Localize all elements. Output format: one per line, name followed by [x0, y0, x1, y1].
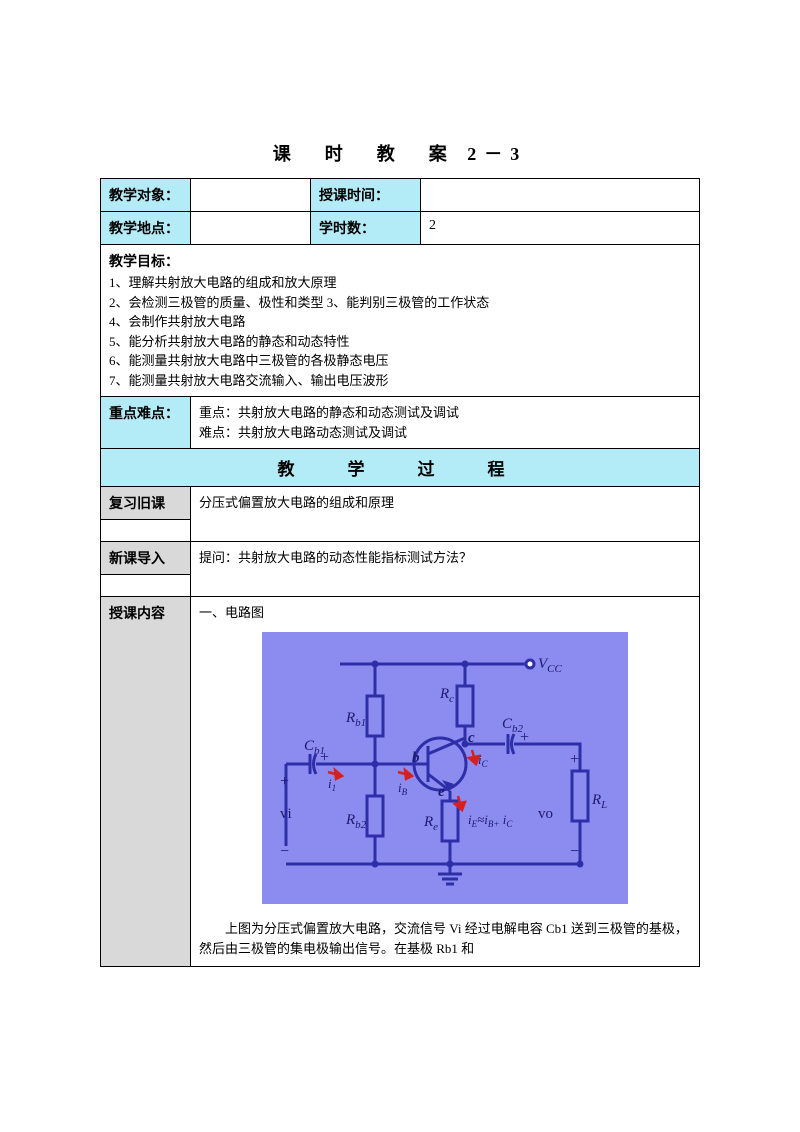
svg-text:+: + — [320, 749, 329, 766]
svg-text:+: + — [520, 729, 529, 746]
goal-item: 6、能测量共射放大电路中三极管的各极静态电压 — [109, 351, 691, 371]
goal-item: 7、能测量共射放大电路交流输入、输出电压波形 — [109, 371, 691, 391]
intro-content: 提问：共射放大电路的动态性能指标测试方法？ — [191, 542, 700, 597]
svg-text:iC: iC — [478, 752, 489, 769]
goal-item: 2、会检测三极管的质量、极性和类型 3、能判别三极管的工作状态 — [109, 293, 691, 313]
svg-text:−: − — [570, 843, 579, 860]
svg-text:VCC: VCC — [538, 656, 563, 675]
keydiff-line2: 难点：共射放大电路动态测试及调试 — [199, 423, 691, 443]
time-value — [421, 179, 700, 212]
svg-text:iB: iB — [398, 780, 408, 797]
process-header: 教 学 过 程 — [101, 449, 700, 487]
goals-header: 教学目标： — [101, 245, 699, 271]
svg-text:Rb1: Rb1 — [345, 710, 366, 729]
goal-item: 1、理解共射放大电路的组成和放大原理 — [109, 273, 691, 293]
svg-text:iE≈iB+ iC: iE≈iB+ iC — [468, 812, 513, 829]
time-label: 授课时间： — [311, 179, 421, 212]
lecture-label: 授课内容 — [101, 597, 191, 967]
lecture-content: 一、电路图 — [191, 597, 700, 967]
subject-label: 教学对象： — [101, 179, 191, 212]
svg-text:+: + — [570, 751, 579, 768]
goal-item: 4、会制作共射放大电路 — [109, 312, 691, 332]
svg-text:c: c — [468, 730, 475, 746]
svg-text:+: + — [280, 773, 289, 790]
hours-label: 学时数： — [311, 212, 421, 245]
svg-text:Rc: Rc — [439, 686, 454, 705]
place-value — [191, 212, 311, 245]
blank-cell — [101, 575, 191, 597]
intro-label: 新课导入 — [101, 542, 191, 575]
review-label: 复习旧课 — [101, 487, 191, 520]
lesson-plan-table: 教学对象： 授课时间： 教学地点： 学时数： 2 教学目标： 1、理解共射放大电… — [100, 178, 700, 967]
svg-text:Rb2: Rb2 — [345, 812, 367, 831]
svg-text:e: e — [438, 784, 445, 800]
review-content: 分压式偏置放大电路的组成和原理 — [191, 487, 700, 542]
keydiff-label: 重点难点： — [101, 397, 191, 449]
subject-value — [191, 179, 311, 212]
svg-text:vi: vi — [280, 806, 292, 822]
goal-item: 5、能分析共射放大电路的静态和动态特性 — [109, 332, 691, 352]
circuit-caption: 上图为分压式偏置放大电路，交流信号 Vi 经过电解电容 Cb1 送到三极管的基极… — [199, 919, 691, 961]
svg-text:RL: RL — [591, 792, 607, 811]
svg-text:−: − — [280, 843, 289, 860]
svg-text:b: b — [412, 750, 420, 766]
circuit-diagram: VCC Rb1 Rc Rb2 Re RL Cb1 Cb2 vi vo b c — [262, 632, 628, 904]
lecture-section1: 一、电路图 — [199, 603, 691, 624]
keydiff-line1: 重点：共射放大电路的静态和动态测试及调试 — [199, 403, 691, 423]
hours-value: 2 — [421, 212, 700, 245]
svg-text:Re: Re — [423, 814, 438, 833]
keydiff-content: 重点：共射放大电路的静态和动态测试及调试 难点：共射放大电路动态测试及调试 — [191, 397, 700, 449]
place-label: 教学地点： — [101, 212, 191, 245]
svg-text:vo: vo — [538, 806, 553, 822]
doc-title: 课 时 教 案 2－3 — [100, 140, 700, 166]
goals-list: 1、理解共射放大电路的组成和放大原理 2、会检测三极管的质量、极性和类型 3、能… — [101, 271, 699, 396]
blank-cell — [101, 520, 191, 542]
